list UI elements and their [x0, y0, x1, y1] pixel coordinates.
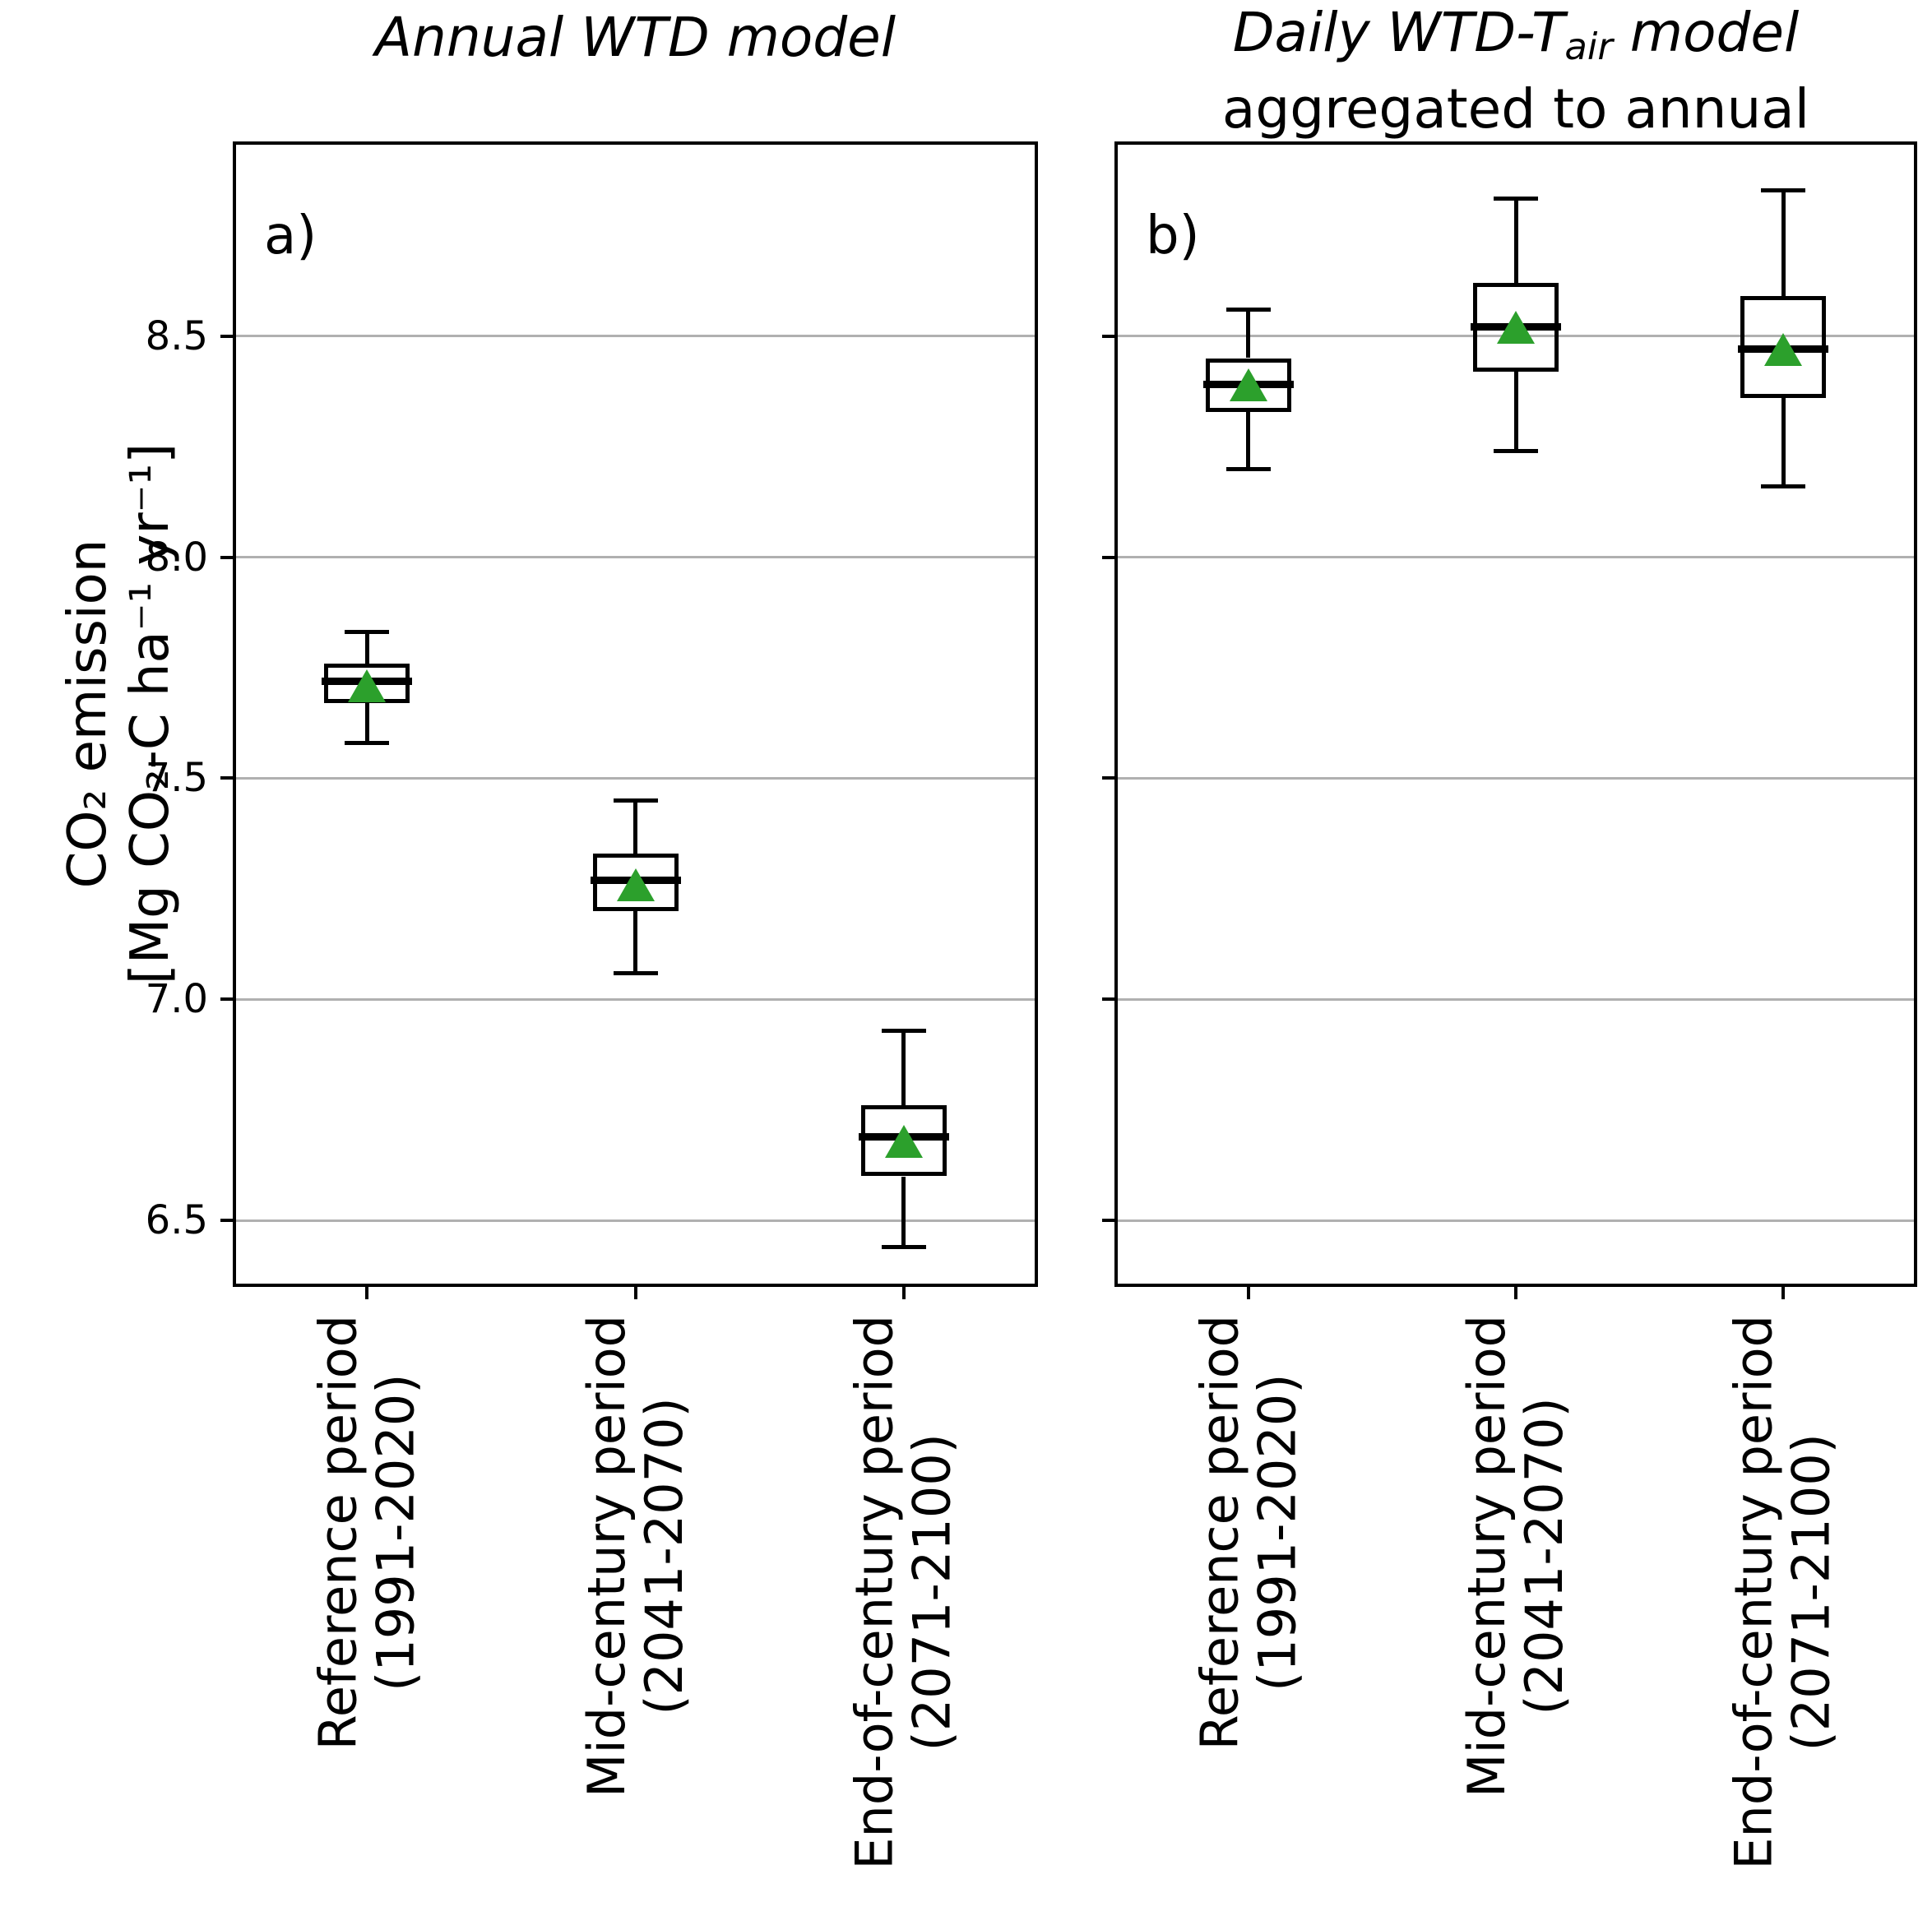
x-tick [365, 1287, 368, 1299]
whisker-cap-bottom-reference-period [1226, 467, 1271, 471]
whisker-lower-mid-century-period [1514, 372, 1518, 451]
y-tick [1102, 997, 1114, 1001]
whisker-cap-top-reference-period [1226, 308, 1271, 312]
panel-b-letter: b) [1146, 206, 1200, 266]
whisker-lower-reference-period [365, 703, 369, 743]
y-tick-label: 6.5 [145, 1197, 208, 1243]
x-tick [902, 1287, 906, 1299]
whisker-cap-bottom-mid-century-period [1494, 449, 1538, 453]
mean-marker-end-of-century-period [1764, 333, 1802, 366]
x-tick [1781, 1287, 1785, 1299]
x-tick-label-period: Mid-century period [577, 1315, 637, 1798]
y-tick [220, 335, 233, 338]
mean-marker-reference-period [1230, 368, 1267, 401]
x-tick [1514, 1287, 1517, 1299]
x-tick-label-reference-period: Reference period (1991-2020) [308, 1315, 425, 1751]
gridline-7.5 [236, 777, 1035, 780]
gridline-7.0 [1118, 998, 1914, 1001]
mean-marker-mid-century-period [617, 868, 655, 901]
whisker-upper-mid-century-period [633, 800, 637, 854]
gridline-7.0 [236, 998, 1035, 1001]
x-tick-label-period: Reference period [1189, 1315, 1249, 1751]
x-tick-label-reference-period: Reference period (1991-2020) [1189, 1315, 1307, 1751]
iqr-box-end-of-century-period [861, 1105, 947, 1176]
whisker-cap-top-reference-period [345, 630, 389, 634]
whisker-cap-bottom-mid-century-period [614, 971, 658, 975]
whisker-upper-end-of-century-period [901, 1030, 906, 1105]
y-tick [220, 1219, 233, 1222]
y-tick [1102, 776, 1114, 780]
whisker-cap-bottom-end-of-century-period [882, 1245, 926, 1249]
panel-b-frame [1114, 141, 1917, 1287]
mean-marker-mid-century-period [1497, 311, 1535, 344]
x-tick [1247, 1287, 1250, 1299]
whisker-lower-reference-period [1246, 411, 1250, 469]
y-tick-label: 8.0 [145, 535, 208, 581]
x-tick-label-years: (1991-2020) [1247, 1373, 1307, 1692]
whisker-lower-end-of-century-period [1781, 398, 1786, 487]
y-tick [220, 556, 233, 559]
whisker-cap-top-end-of-century-period [882, 1029, 926, 1033]
y-axis-label-line1: CO₂ emission [58, 539, 118, 889]
panel-a-title-text: Annual WTD model [374, 6, 897, 69]
whisker-upper-mid-century-period [1514, 199, 1518, 283]
y-tick-label: 8.5 [145, 313, 208, 359]
y-tick-label: 7.5 [145, 755, 208, 801]
whisker-cap-top-mid-century-period [614, 798, 658, 803]
whisker-upper-end-of-century-period [1781, 190, 1786, 296]
y-tick [220, 776, 233, 780]
x-tick-label-years: (2071-2100) [1781, 1433, 1842, 1752]
whisker-cap-top-mid-century-period [1494, 197, 1538, 201]
x-tick-label-years: (2041-2070) [1514, 1397, 1574, 1715]
x-tick-label-mid-century-period: Mid-century period (2041-2070) [577, 1315, 694, 1798]
gridline-8.0 [1118, 556, 1914, 558]
panel-b-title-line2: aggregated to annual [1221, 76, 1810, 141]
gridline-7.5 [1118, 777, 1914, 780]
x-tick-label-period: End-of-century period [1724, 1315, 1784, 1870]
x-tick-label-years: (1991-2020) [365, 1373, 425, 1692]
whisker-lower-end-of-century-period [901, 1177, 906, 1247]
y-tick-label: 7.0 [145, 976, 208, 1022]
panel-b-title-line1: Daily WTD-Tair model [1232, 1, 1800, 68]
x-tick-label-period: Reference period [308, 1315, 368, 1751]
panel-a-title: Annual WTD model [233, 7, 1038, 69]
whisker-cap-bottom-end-of-century-period [1761, 484, 1805, 488]
gridline-6.5 [1118, 1219, 1914, 1222]
mean-marker-end-of-century-period [885, 1125, 923, 1158]
x-tick-label-years: (2071-2100) [902, 1433, 962, 1752]
x-tick [634, 1287, 637, 1299]
x-tick-label-mid-century-period: Mid-century period (2041-2070) [1457, 1315, 1574, 1798]
gridline-8.5 [236, 335, 1035, 337]
whisker-lower-mid-century-period [633, 911, 637, 973]
whisker-upper-reference-period [1246, 309, 1250, 358]
panel-a-frame [233, 141, 1038, 1287]
panel-b-title: Daily WTD-Tair model aggregated to annua… [1114, 2, 1917, 141]
whisker-cap-top-end-of-century-period [1761, 188, 1805, 192]
y-tick [220, 997, 233, 1001]
mean-marker-reference-period [348, 669, 386, 702]
gridline-8.0 [236, 556, 1035, 558]
x-tick-label-years: (2041-2070) [634, 1397, 694, 1715]
y-axis-label-line2: [Mg CO₂-C ha⁻¹ yr⁻¹] [120, 442, 181, 985]
whisker-upper-reference-period [365, 632, 369, 664]
y-tick [1102, 1219, 1114, 1222]
x-tick-label-period: Mid-century period [1457, 1315, 1517, 1798]
y-tick [1102, 335, 1114, 338]
x-tick-label-end-of-century-period: End-of-century period (2071-2100) [845, 1315, 962, 1870]
whisker-cap-bottom-reference-period [345, 741, 389, 745]
panel-a-letter: a) [264, 206, 317, 266]
x-tick-label-end-of-century-period: End-of-century period (2071-2100) [1724, 1315, 1842, 1870]
x-tick-label-period: End-of-century period [845, 1315, 905, 1870]
gridline-6.5 [236, 1219, 1035, 1222]
y-tick [1102, 556, 1114, 559]
